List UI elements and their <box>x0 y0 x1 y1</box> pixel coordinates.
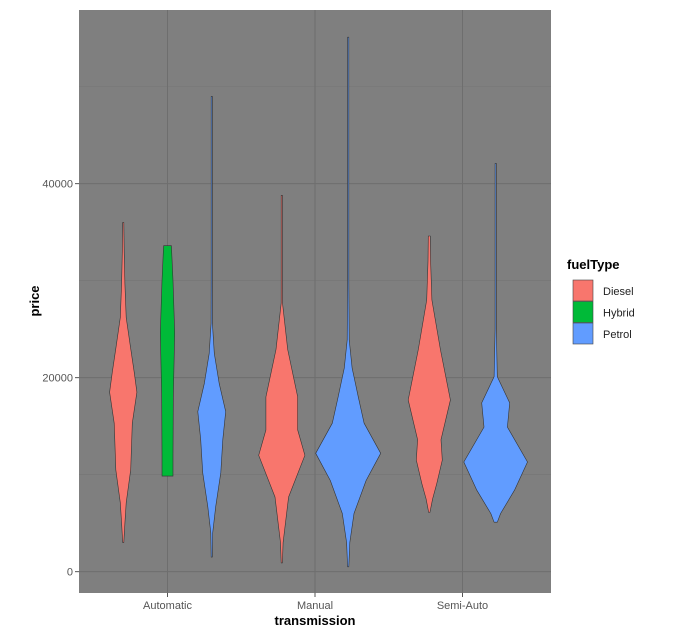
violin-automatic-petrol <box>197 96 226 558</box>
violin-automatic-hybrid <box>160 245 175 477</box>
violin-manual-diesel <box>258 195 306 564</box>
legend-key-hybrid <box>572 301 594 323</box>
violin-semi-auto-petrol <box>463 163 528 523</box>
legend-title: fuelType <box>567 257 620 272</box>
y-tick-label: 20000 <box>42 373 73 385</box>
violins <box>109 36 528 568</box>
y-axis-title: price <box>27 285 42 316</box>
x-axis-title: transmission <box>275 613 356 628</box>
gridlines <box>79 10 551 593</box>
violin-manual-petrol <box>315 36 381 568</box>
legend: fuelType Diesel Hybrid Petrol <box>567 257 635 345</box>
legend-key-petrol <box>572 322 594 345</box>
legend-label: Hybrid <box>603 308 635 320</box>
legend-key-diesel <box>572 279 594 302</box>
legend-label: Petrol <box>603 329 632 341</box>
x-axis-ticks: Automatic Manual Semi-Auto <box>143 593 488 612</box>
x-tick-label: Automatic <box>143 600 192 612</box>
violin-automatic-diesel <box>109 222 138 543</box>
x-tick-label: Semi-Auto <box>437 600 488 612</box>
y-axis-ticks: 0 20000 40000 <box>42 179 79 579</box>
violin-semi-auto-diesel <box>407 235 451 513</box>
y-tick-label: 40000 <box>42 179 73 191</box>
y-tick-label: 0 <box>67 567 73 579</box>
legend-label: Diesel <box>603 286 634 298</box>
x-tick-label: Manual <box>297 600 333 612</box>
